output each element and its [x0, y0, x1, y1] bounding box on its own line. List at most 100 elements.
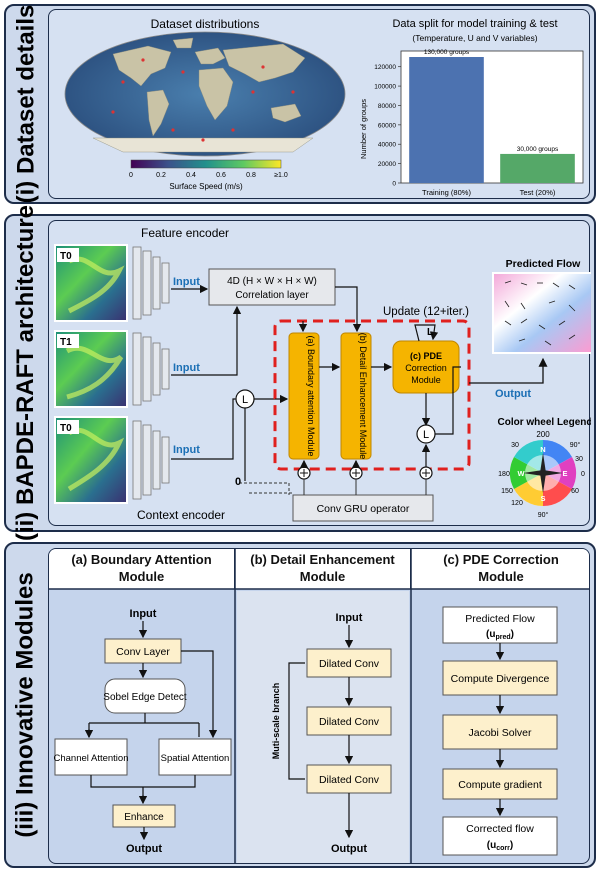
colorbar-tick: 0.6: [216, 172, 226, 179]
module-b-label: (b) Detail Enhancement Module: [358, 333, 368, 460]
y-tick-label: 80000: [378, 103, 396, 110]
encoder-stack-1: [132, 246, 170, 320]
lookup-symbol: L: [242, 394, 248, 406]
dilated-conv-label: Dilated Conv: [319, 658, 380, 670]
boundary-attention-block: [288, 332, 320, 460]
input-frame-2: T1: [54, 330, 128, 408]
zero-label: 0: [235, 476, 241, 488]
correlation-dim: 4D (H × W × H × W): [227, 276, 317, 287]
gradient-box: [442, 768, 558, 800]
colorbar-tick: 0.4: [186, 172, 196, 179]
y-tick-label: 60000: [378, 122, 396, 129]
y-tick-label: 0: [392, 181, 396, 188]
predicted-flow-image: [492, 272, 591, 354]
conv-layer-label: Conv Layer: [116, 646, 170, 658]
output-label: Output: [495, 388, 531, 400]
colorbar-label: Surface Speed (m/s): [169, 182, 243, 191]
detail-enhancement-block: [340, 332, 372, 460]
sobel-label: Sobel Edge Detect: [103, 692, 187, 703]
compass-e: E: [562, 469, 567, 478]
channel-attention-box: [54, 738, 128, 776]
modules-panel: (a) Boundary Attention Module (b) Detail…: [48, 548, 590, 864]
col-c-header: (c) PDE Correction Module: [411, 549, 589, 589]
correlation-name: Correlation layer: [235, 290, 309, 301]
y-axis-label: Number of groups: [359, 99, 368, 159]
step-label: Corrected flow: [466, 823, 534, 835]
dilated-conv-box: [306, 648, 392, 678]
update-label: Update (12+iter.): [383, 306, 469, 318]
correlation-layer: [208, 268, 336, 306]
compass-s: S: [540, 494, 545, 503]
module-a-label: (a) Boundary attention Module: [306, 335, 316, 456]
colorbar-ticks: 0 0.2 0.4 0.6 0.8 ≥1.0: [129, 172, 288, 179]
enhance-label: Enhance: [124, 812, 164, 823]
corr-symbol: (ucorr): [487, 840, 513, 852]
colorbar: [130, 159, 282, 169]
encoder-stack-3: [132, 420, 170, 500]
dataset-details-section: (i) Dataset details Dataset distribution…: [4, 4, 596, 204]
y-tick-label: 100000: [374, 84, 396, 91]
wheel-label-bottom: 90°: [538, 511, 549, 519]
bar: [500, 153, 575, 183]
pred-symbol: (upred): [486, 629, 514, 641]
module-c-label: (c) PDE: [410, 351, 442, 361]
world-map: Dataset distributions: [64, 17, 346, 191]
color-wheel: [509, 439, 577, 507]
sample-markers: [111, 58, 295, 142]
architecture-section: (ii) BAPDE-RAFT architecture: [4, 204, 596, 542]
wheel-label-tr: 90°: [570, 441, 581, 449]
frame-time-label: T1: [60, 337, 72, 348]
compass-n: N: [540, 445, 545, 454]
input-frame-3: T0: [54, 416, 128, 504]
spatial-attention-box: [158, 738, 232, 776]
module-c-label: Correction: [405, 363, 447, 373]
input-label: Input: [173, 276, 200, 288]
feature-encoder-label: Feature encoder: [141, 226, 229, 240]
architecture-diagram: Feature encoder Context encoder T0 T1 T0: [54, 226, 591, 522]
predicted-flow-box: [442, 606, 558, 644]
module-c-label: Module: [411, 375, 441, 385]
input-label: Input: [173, 444, 200, 456]
data-split-chart: Data split for model training & test (Te…: [359, 18, 584, 197]
frame-time-label: T0: [60, 423, 72, 434]
continents: [92, 37, 314, 153]
section-label: (iii) Innovative Modules: [12, 572, 40, 838]
flow-arrows: [504, 280, 576, 346]
col-a-output: Output: [126, 843, 162, 855]
channel-attention-label: Channel Attention: [53, 753, 128, 764]
multiscale-bracket: [288, 662, 305, 780]
colorbar-tick: ≥1.0: [274, 172, 288, 179]
input-frame-1: T0: [54, 244, 128, 322]
wheel-label-top: 200: [536, 430, 550, 439]
loop-label: L: [427, 327, 433, 338]
wheel-label-br: 60: [571, 488, 579, 495]
step-label: Compute gradient: [458, 779, 542, 791]
bar-data-label: 30,000 groups: [517, 146, 559, 153]
section-label: (ii) BAPDE-RAFT architecture: [12, 204, 40, 542]
dilated-conv-label: Dilated Conv: [319, 774, 380, 786]
dilated-conv-box: [306, 706, 392, 736]
compass-w: W: [517, 469, 525, 478]
col-b-output: Output: [331, 843, 367, 855]
colorbar-tick: 0: [129, 172, 133, 179]
x-tick-label: Training (80%): [422, 188, 471, 197]
modules-diagram: Input Conv Layer Sobel Edge Detect Chann…: [49, 549, 589, 863]
bar: [409, 57, 484, 183]
divergence-box: [442, 660, 558, 696]
wheel-label-tl: 30: [511, 442, 519, 449]
update-loop-box: [273, 319, 471, 471]
conv-gru-block: [292, 494, 434, 522]
colorbar-tick: 0.2: [156, 172, 166, 179]
step-label: Jacobi Solver: [468, 727, 532, 739]
section-label: (i) Dataset details: [12, 4, 40, 204]
wheel-label-bl: 120: [511, 500, 523, 507]
colorbar-tick: 0.8: [246, 172, 256, 179]
lookup-symbol: L: [423, 429, 429, 441]
step-label: Predicted Flow: [465, 613, 535, 625]
y-tick-label: 40000: [378, 142, 396, 149]
chart-title: Data split for model training & test: [392, 18, 557, 30]
encoder-stack-2: [132, 332, 170, 406]
wheel-label-ml: 150: [501, 488, 513, 495]
chart-subtitle: (Temperature, U and V variables): [412, 33, 537, 43]
conv-gru-label: Conv GRU operator: [317, 503, 410, 515]
